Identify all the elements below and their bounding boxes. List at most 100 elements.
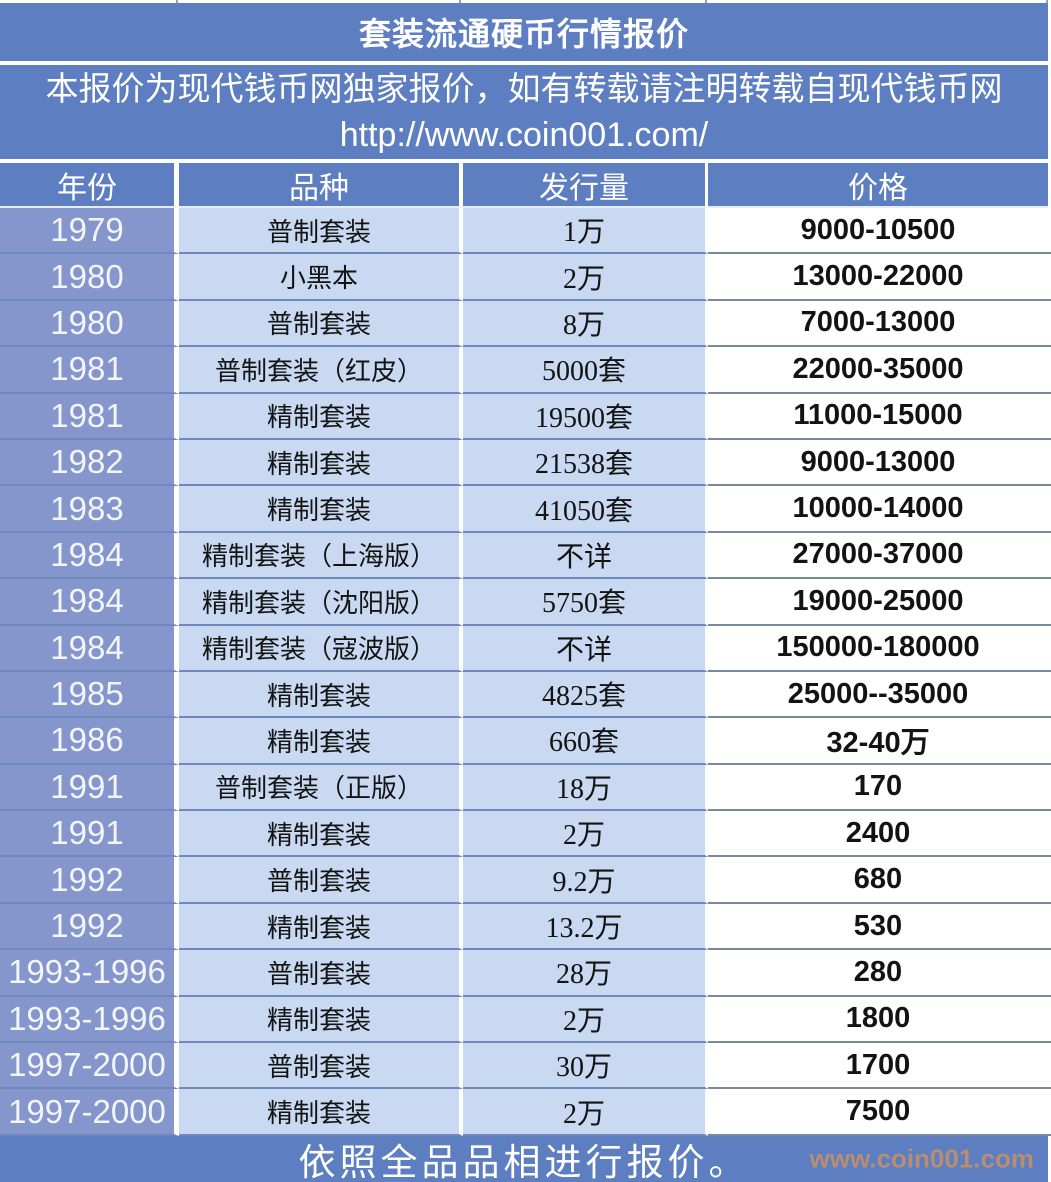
cell-price: 7500: [708, 1089, 1048, 1136]
cell-variety: 普制套装（红皮）: [179, 347, 463, 394]
header-edge: [1048, 163, 1051, 208]
cell-year: 1980: [0, 300, 179, 348]
row-edge: [1048, 393, 1051, 440]
cell-price: 1800: [708, 996, 1048, 1044]
cell-variety: 普制套装: [179, 857, 463, 904]
cell-mintage: 21538套: [463, 439, 708, 487]
cell-variety: 普制套装: [179, 950, 463, 997]
row-edge: [1048, 903, 1051, 951]
cell-year: 1983: [0, 486, 179, 533]
cell-year: 1993-1996: [0, 950, 179, 997]
cell-year: 1981: [0, 393, 179, 440]
cell-price: 13000-22000: [708, 254, 1048, 301]
cell-year: 1991: [0, 811, 179, 858]
footer-note: 依照全品品相进行报价。: [298, 1141, 750, 1182]
cell-year: 1993-1996: [0, 996, 179, 1044]
cell-variety: 精制套装: [179, 996, 463, 1044]
table-row: 1991 普制套装（正版） 18万 170: [0, 764, 1051, 812]
table-row: 1980 普制套装 8万 7000-13000: [0, 300, 1051, 348]
table-row: 1986 精制套装 660套 32-40万: [0, 718, 1051, 765]
table-row: 1991 精制套装 2万 2400: [0, 811, 1051, 858]
cell-variety: 精制套装: [179, 718, 463, 765]
row-edge: [1048, 439, 1051, 487]
cell-year: 1986: [0, 718, 179, 765]
cell-year: 1981: [0, 347, 179, 394]
row-edge: [1048, 208, 1051, 255]
cell-mintage: 18万: [463, 764, 708, 812]
cell-price: 10000-14000: [708, 486, 1048, 533]
table-row: 1992 精制套装 13.2万 530: [0, 903, 1051, 951]
row-edge: [1048, 996, 1051, 1044]
disclaimer-block: 本报价为现代钱币网独家报价，如有转载请注明转载自现代钱币网 http://www…: [0, 65, 1048, 159]
header-variety: 品种: [179, 163, 463, 208]
cell-variety: 精制套装: [179, 903, 463, 951]
cell-year: 1991: [0, 764, 179, 812]
watermark: www.coin001.com: [809, 1143, 1034, 1174]
cell-year: 1997-2000: [0, 1089, 179, 1136]
cell-variety: 精制套装（寇波版）: [179, 625, 463, 672]
cell-year: 1985: [0, 671, 179, 719]
cell-mintage: 5750套: [463, 579, 708, 626]
cell-price: 680: [708, 857, 1048, 904]
cell-price: 9000-13000: [708, 439, 1048, 487]
cell-mintage: 不详: [463, 625, 708, 672]
cell-mintage: 2万: [463, 1089, 708, 1136]
table-body: 1979 普制套装 1万 9000-10500 1980 小黑本 2万 13000-22000…: [0, 208, 1051, 1136]
cell-price: 150000-180000: [708, 625, 1048, 672]
divider: [0, 159, 1051, 163]
cell-price: 27000-37000: [708, 532, 1048, 580]
row-edge: [1048, 532, 1051, 580]
cell-year: 1992: [0, 903, 179, 951]
row-edge: [1048, 671, 1051, 719]
cell-mintage: 2万: [463, 996, 708, 1044]
table-row: 1984 精制套装（上海版） 不详 27000-37000: [0, 532, 1051, 580]
cell-price: 7000-13000: [708, 300, 1048, 348]
cell-variety: 精制套装（沈阳版）: [179, 579, 463, 626]
row-edge: [1048, 486, 1051, 533]
cell-variety: 普制套装（正版）: [179, 764, 463, 812]
cell-mintage: 30万: [463, 1043, 708, 1090]
cell-variety: 普制套装: [179, 208, 463, 255]
cell-mintage: 2万: [463, 254, 708, 301]
cell-year: 1984: [0, 532, 179, 580]
grid-tick: [705, 0, 707, 3]
row-edge: [1048, 625, 1051, 672]
cell-mintage: 不详: [463, 532, 708, 580]
row-edge: [1048, 300, 1051, 348]
header-mintage: 发行量: [463, 163, 708, 208]
cell-year: 1984: [0, 579, 179, 626]
row-edge: [1048, 764, 1051, 812]
cell-price: 11000-15000: [708, 393, 1048, 440]
divider: [0, 61, 1051, 65]
table-row: 1981 精制套装 19500套 11000-15000: [0, 393, 1051, 440]
cell-year: 1984: [0, 625, 179, 672]
row-edge: [1048, 1089, 1051, 1136]
cell-mintage: 5000套: [463, 347, 708, 394]
cell-price: 170: [708, 764, 1048, 812]
cell-price: 9000-10500: [708, 208, 1048, 255]
page-title: 套装流通硬币行情报价: [0, 3, 1048, 61]
cell-mintage: 41050套: [463, 486, 708, 533]
grid-tick: [1046, 0, 1048, 3]
cell-price: 19000-25000: [708, 579, 1048, 626]
cell-variety: 精制套装（上海版）: [179, 532, 463, 580]
row-edge: [1048, 254, 1051, 301]
row-edge: [1048, 718, 1051, 765]
cell-year: 1980: [0, 254, 179, 301]
table-row: 1982 精制套装 21538套 9000-13000: [0, 439, 1051, 487]
cell-variety: 精制套装: [179, 486, 463, 533]
cell-mintage: 1万: [463, 208, 708, 255]
row-edge: [1048, 579, 1051, 626]
table-row: 1992 普制套装 9.2万 680: [0, 857, 1051, 904]
cell-price: 530: [708, 903, 1048, 951]
cell-price: 1700: [708, 1043, 1048, 1090]
table-row: 1981 普制套装（红皮） 5000套 22000-35000: [0, 347, 1051, 394]
cell-year: 1997-2000: [0, 1043, 179, 1090]
cell-mintage: 2万: [463, 811, 708, 858]
cell-price: 2400: [708, 811, 1048, 858]
cell-year: 1982: [0, 439, 179, 487]
cell-mintage: 28万: [463, 950, 708, 997]
cell-variety: 精制套装: [179, 1089, 463, 1136]
table-row: 1997-2000 精制套装 2万 7500: [0, 1089, 1051, 1136]
